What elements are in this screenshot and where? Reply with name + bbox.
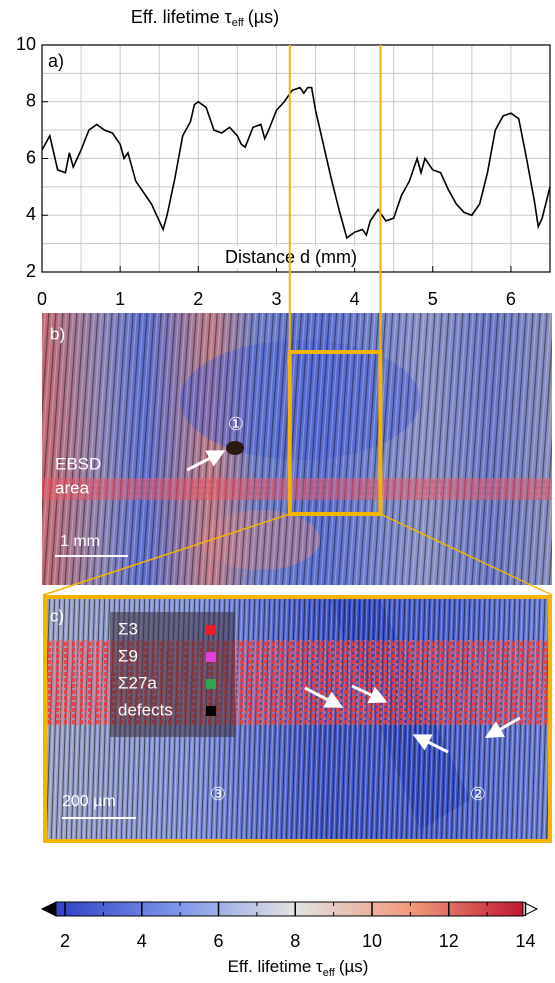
x-tick-label: 2 bbox=[193, 289, 203, 309]
label-unit: (µs) bbox=[339, 957, 369, 976]
x-tick-label: 0 bbox=[37, 289, 47, 309]
defect bbox=[226, 441, 244, 455]
site-marker: ① bbox=[228, 414, 244, 434]
scale-label: 1 mm bbox=[60, 533, 100, 550]
title-text: Eff. lifetime τ bbox=[131, 7, 232, 27]
colorbar-extend-low bbox=[42, 902, 56, 916]
title-subscript: eff bbox=[232, 17, 245, 29]
label-text: Eff. lifetime τ bbox=[228, 957, 323, 976]
legend-swatch bbox=[206, 652, 216, 662]
ebsd-label: area bbox=[55, 478, 90, 497]
x-tick-label: 4 bbox=[350, 289, 360, 309]
colorbar-tick-label: 4 bbox=[137, 931, 147, 951]
colorbar-tick-label: 14 bbox=[515, 931, 535, 951]
legend-label: Σ27a bbox=[118, 673, 157, 692]
scale-label: 200 µm bbox=[62, 793, 116, 810]
colorbar: 2 4 6 8 10 12 14 bbox=[42, 902, 537, 951]
x-tick-label: 5 bbox=[428, 289, 438, 309]
ebsd-label: EBSD bbox=[55, 454, 101, 473]
site-marker: ② bbox=[470, 784, 486, 804]
y-tick-label: 8 bbox=[26, 91, 36, 111]
colorbar-tick-label: 8 bbox=[290, 931, 300, 951]
panel-label: c) bbox=[50, 606, 64, 625]
colorbar-tick-label: 6 bbox=[214, 931, 224, 951]
figure: Eff. lifetime τeff(µs) 0123456246810Dist… bbox=[0, 0, 555, 983]
chart-title: Eff. lifetime τeff(µs) bbox=[131, 7, 279, 29]
panel-c: c) 200 µm ③ ② Σ3 Σ9 Σ27a defects bbox=[43, 595, 552, 843]
legend-swatch bbox=[206, 706, 216, 716]
ebsd-dots bbox=[42, 478, 552, 500]
panel-label: b) bbox=[50, 324, 65, 343]
x-tick-label: 6 bbox=[506, 289, 516, 309]
legend-swatch bbox=[206, 625, 216, 635]
colorbar-tick-label: 2 bbox=[60, 931, 70, 951]
legend-label: Σ3 bbox=[118, 619, 138, 638]
y-tick-label: 2 bbox=[26, 261, 36, 281]
colorbar-tick-label: 12 bbox=[439, 931, 459, 951]
label-subscript: eff bbox=[323, 967, 336, 979]
panel-label: a) bbox=[48, 51, 64, 71]
legend-label: Σ9 bbox=[118, 646, 138, 665]
x-tick-label: 1 bbox=[115, 289, 125, 309]
y-tick-label: 6 bbox=[26, 147, 36, 167]
colorbar-label: Eff. lifetime τeff(µs) bbox=[228, 957, 369, 978]
y-tick-label: 10 bbox=[16, 34, 36, 54]
title-unit: (µs) bbox=[248, 7, 279, 27]
colorbar-body bbox=[56, 902, 523, 916]
legend-swatch bbox=[206, 679, 216, 689]
legend-label: defects bbox=[118, 700, 173, 719]
x-axis-label: Distance d (mm) bbox=[225, 247, 357, 267]
y-tick-label: 4 bbox=[26, 204, 36, 224]
site-marker: ③ bbox=[210, 784, 226, 804]
colorbar-tick-label: 10 bbox=[362, 931, 382, 951]
plot-area: 0 1 2 3 4 5 6 2 4 6 8 10 Distance d (mm) a) bbox=[16, 34, 550, 309]
x-tick-label: 3 bbox=[271, 289, 281, 309]
